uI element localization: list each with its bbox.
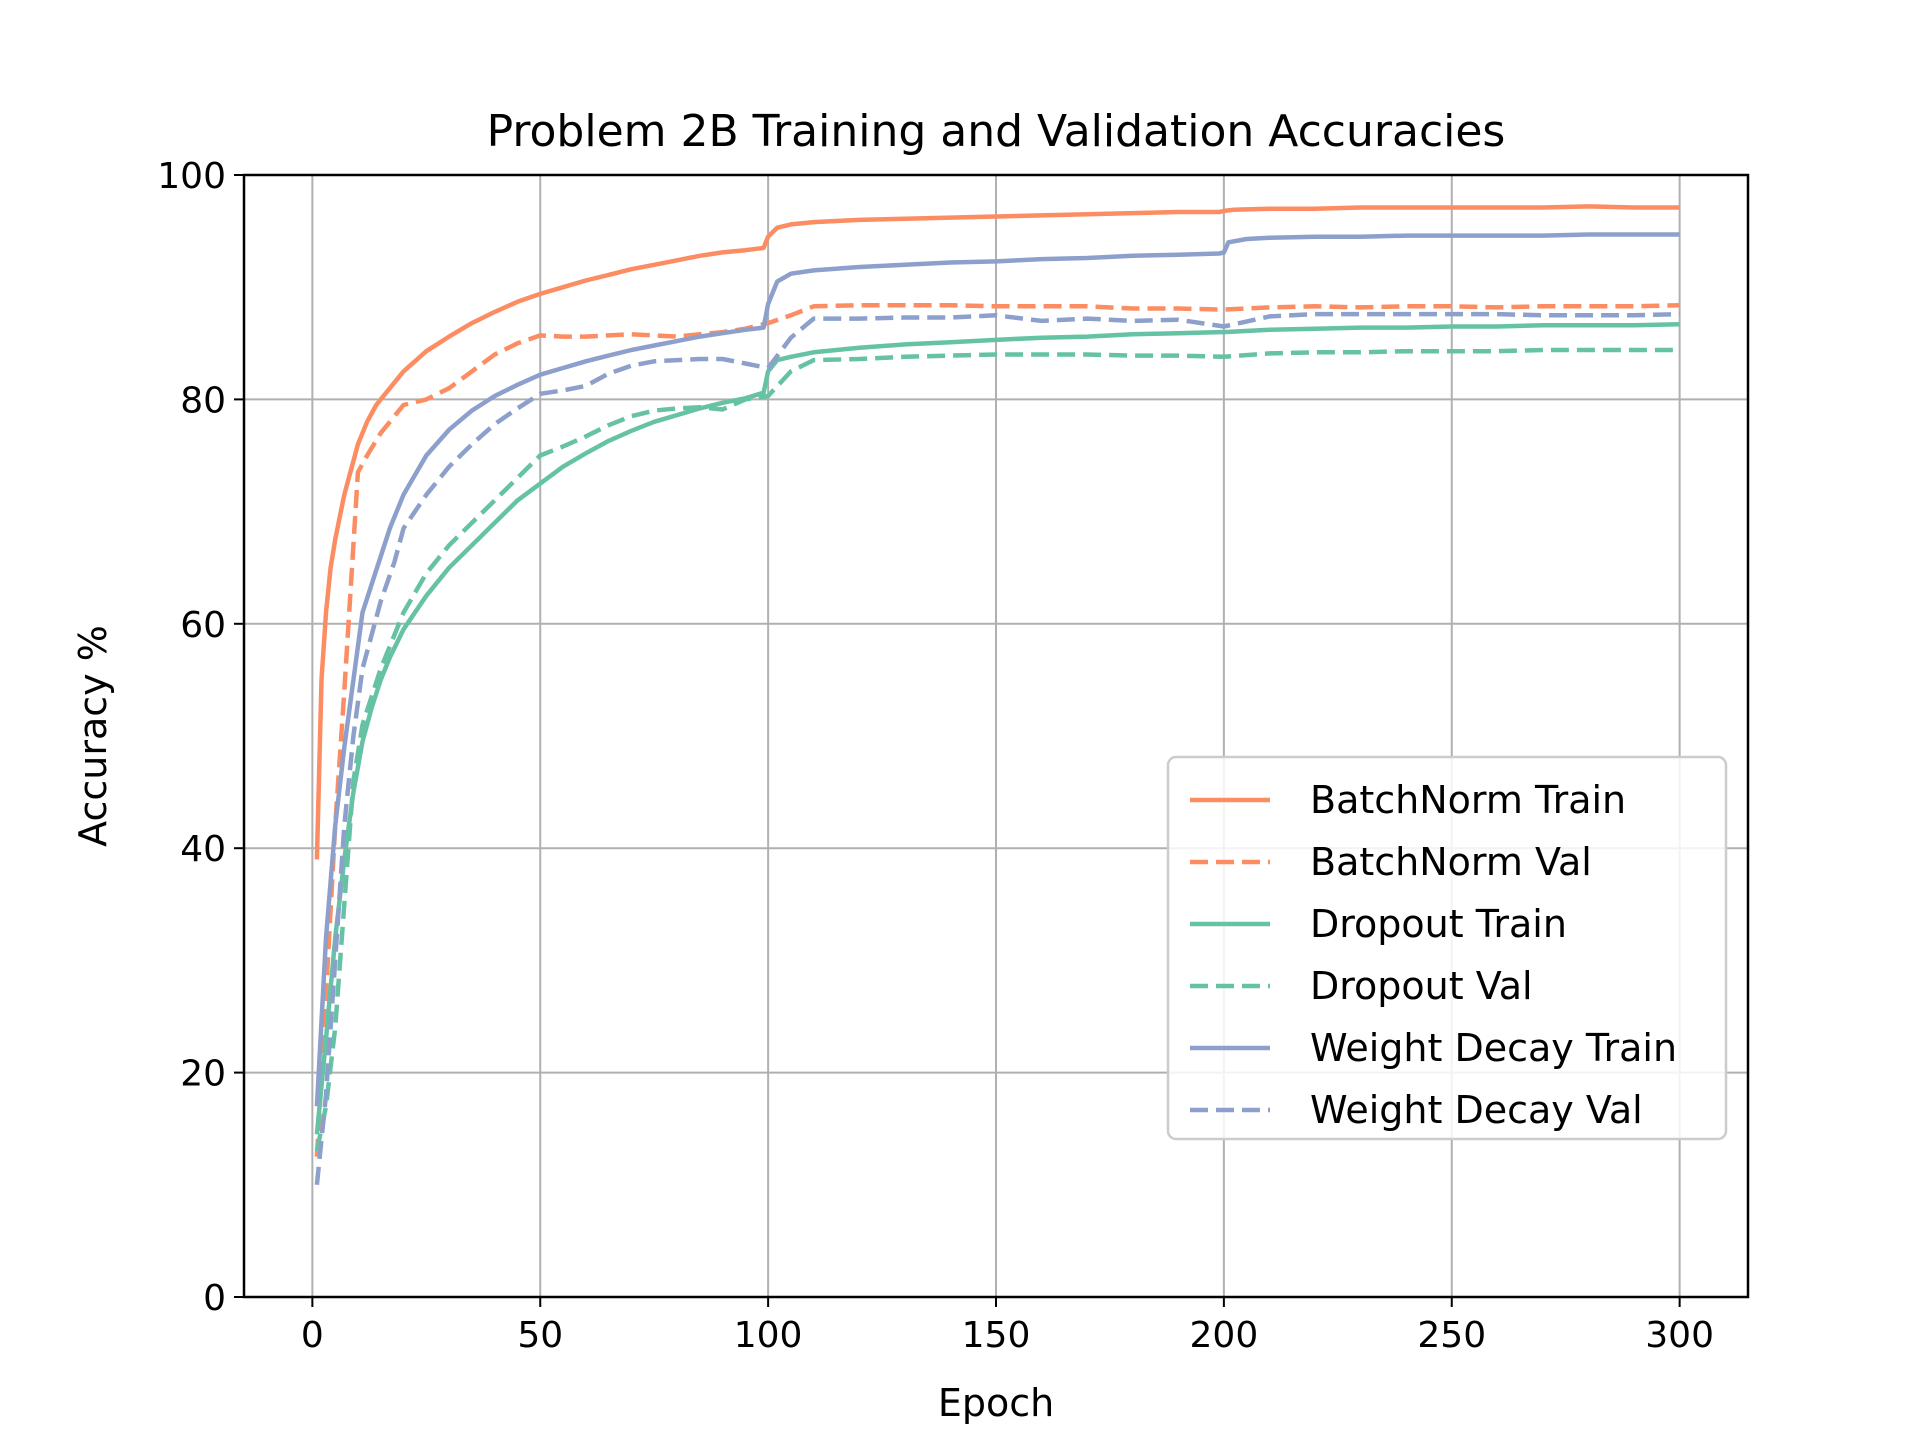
x-tick-label: 100 (734, 1315, 803, 1356)
y-tick-label: 100 (157, 156, 226, 197)
legend-label-weight-decay-train: Weight Decay Train (1310, 1026, 1677, 1070)
chart-title: Problem 2B Training and Validation Accur… (487, 106, 1506, 157)
legend-label-batchnorm-val: BatchNorm Val (1310, 840, 1592, 884)
legend-label-batchnorm-train: BatchNorm Train (1310, 778, 1626, 822)
x-tick-label: 0 (301, 1315, 324, 1356)
series-line-weight-decay-train (314, 232, 1680, 1107)
legend-label-dropout-train: Dropout Train (1310, 902, 1567, 946)
legend-label-weight-decay-val: Weight Decay Val (1310, 1088, 1643, 1132)
plot-area (314, 204, 1680, 1186)
y-tick-label: 20 (180, 1054, 226, 1095)
series-line-batchnorm-val (314, 302, 1680, 1157)
axes-ticks: 0 50 100 150 200 250 300 0 20 40 60 80 100 (157, 156, 1714, 1356)
x-axis-label: Epoch (938, 1381, 1054, 1425)
y-tick-label: 0 (203, 1278, 226, 1319)
y-axis-label: Accuracy % (71, 625, 115, 847)
y-tick-label: 40 (180, 829, 226, 870)
y-tick-label: 60 (180, 605, 226, 646)
x-tick-label: 150 (962, 1315, 1031, 1356)
legend-label-dropout-val: Dropout Val (1310, 964, 1533, 1008)
series-line-dropout-val (314, 347, 1680, 1152)
x-tick-label: 300 (1645, 1315, 1714, 1356)
x-tick-label: 200 (1190, 1315, 1259, 1356)
legend: BatchNorm Train BatchNorm Val Dropout Trai… (1166, 755, 1728, 1141)
series-line-dropout-train (314, 321, 1680, 1135)
series-line-weight-decay-val (314, 311, 1680, 1186)
y-tick-label: 80 (180, 380, 226, 421)
legend-box (1166, 755, 1728, 1141)
x-tick-label: 50 (517, 1315, 563, 1356)
x-tick-label: 250 (1417, 1315, 1486, 1356)
series-line-batchnorm-train (314, 204, 1680, 860)
